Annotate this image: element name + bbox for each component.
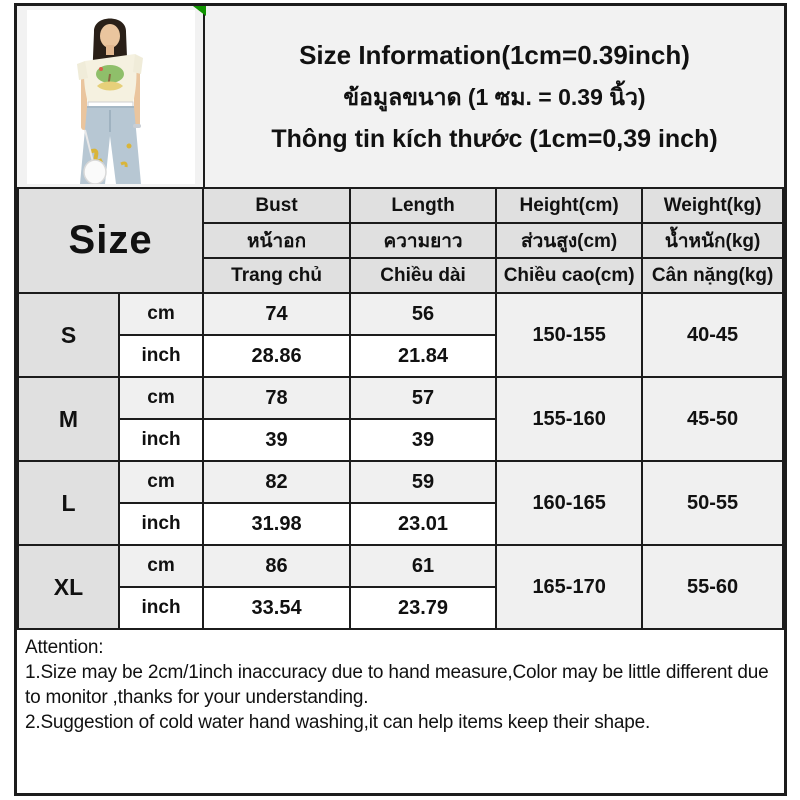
size-label-s: S <box>17 292 120 378</box>
model-photo-illustration <box>27 10 195 184</box>
table-row-xl-cm: XL cm 86 61 165-170 55-60 <box>17 544 784 630</box>
bust-cm-value: 82 <box>202 460 351 504</box>
length-inch-value: 39 <box>348 418 498 462</box>
bust-cm-value: 74 <box>202 292 351 336</box>
unit-cm-label: cm <box>117 292 205 336</box>
height-range-value: 155-160 <box>495 376 644 462</box>
weight-range-value: 55-60 <box>641 544 784 630</box>
title-thai: ข้อมูลขนาด (1 ซม. = 0.39 นิ้ว) <box>343 83 646 110</box>
bust-inch-value: 31.98 <box>202 502 351 546</box>
table-row-l-cm: L cm 82 59 160-165 50-55 <box>17 460 784 546</box>
size-label-l: L <box>17 460 120 546</box>
bust-inch-value: 28.86 <box>202 334 351 378</box>
size-header-cell: Size <box>16 187 205 294</box>
length-cm-value: 56 <box>348 292 498 336</box>
attention-heading: Attention: <box>25 637 104 658</box>
unit-cm-label: cm <box>117 460 205 504</box>
bust-inch-value: 33.54 <box>202 586 351 630</box>
length-inch-value: 23.01 <box>348 502 498 546</box>
green-corner-accent <box>193 6 206 16</box>
unit-cm-label: cm <box>117 376 205 420</box>
table-row-m-inch: inch 39 39 <box>18 418 783 462</box>
bust-cm-value: 78 <box>202 376 351 420</box>
top-section: Size Information(1cm=0.39inch) ข้อมูลขนา… <box>17 6 784 187</box>
table-row-l-inch: inch 31.98 23.01 <box>18 502 783 546</box>
length-cm-value: 61 <box>348 544 498 588</box>
product-photo <box>17 6 205 187</box>
height-range-value: 150-155 <box>495 292 644 378</box>
unit-inch-label: inch <box>117 418 205 462</box>
table-row-s-cm: S cm 74 56 150-155 40-45 <box>17 292 784 378</box>
table-row-s-inch: inch 28.86 21.84 <box>18 334 783 378</box>
bust-cm-value: 86 <box>202 544 351 588</box>
height-range-value: 160-165 <box>495 460 644 546</box>
content-frame: Size Information(1cm=0.39inch) ข้อมูลขนา… <box>14 3 787 796</box>
title-block: Size Information(1cm=0.39inch) ข้อมูลขนา… <box>205 6 784 187</box>
col-header-weight-vi: Cân nặng(kg) <box>641 257 784 294</box>
table-row-xl-inch: inch 33.54 23.79 <box>18 586 783 630</box>
length-cm-value: 57 <box>348 376 498 420</box>
size-label-m: M <box>17 376 120 462</box>
col-header-height-vi: Chiều cao(cm) <box>495 257 644 294</box>
col-header-height-en: Height(cm) <box>495 187 644 224</box>
col-header-length-vi: Chiều dài <box>348 257 498 294</box>
col-header-weight-th: น้ำหนัก(kg) <box>641 222 784 259</box>
col-header-bust-th: หน้าอก <box>202 222 351 259</box>
height-range-value: 165-170 <box>495 544 644 630</box>
size-table: Size Bust Length Height(cm) Weight(kg) ห… <box>16 187 784 630</box>
unit-inch-label: inch <box>117 502 205 546</box>
length-inch-value: 23.79 <box>348 586 498 630</box>
weight-range-value: 40-45 <box>641 292 784 378</box>
attention-notes: Attention: 1.Size may be 2cm/1inch inacc… <box>17 630 784 793</box>
attention-note-1: 1.Size may be 2cm/1inch inaccuracy due t… <box>25 662 769 708</box>
col-header-weight-en: Weight(kg) <box>641 187 784 224</box>
bust-inch-value: 39 <box>202 418 351 462</box>
col-header-height-th: ส่วนสูง(cm) <box>495 222 644 259</box>
col-header-length-en: Length <box>348 187 498 224</box>
length-inch-value: 21.84 <box>348 334 498 378</box>
unit-inch-label: inch <box>117 586 205 630</box>
attention-note-2: 2.Suggestion of cold water hand washing,… <box>25 712 651 733</box>
weight-range-value: 50-55 <box>641 460 784 546</box>
size-label-xl: XL <box>17 544 120 630</box>
title-vietnamese: Thông tin kích thước (1cm=0,39 inch) <box>271 124 718 153</box>
col-header-length-th: ความยาว <box>348 222 498 259</box>
weight-range-value: 45-50 <box>641 376 784 462</box>
col-header-bust-vi: Trang chủ <box>202 257 351 294</box>
table-row-m-cm: M cm 78 57 155-160 45-50 <box>17 376 784 462</box>
length-cm-value: 59 <box>348 460 498 504</box>
unit-cm-label: cm <box>117 544 205 588</box>
title-english: Size Information(1cm=0.39inch) <box>299 39 690 70</box>
col-header-bust-en: Bust <box>202 187 351 224</box>
unit-inch-label: inch <box>117 334 205 378</box>
